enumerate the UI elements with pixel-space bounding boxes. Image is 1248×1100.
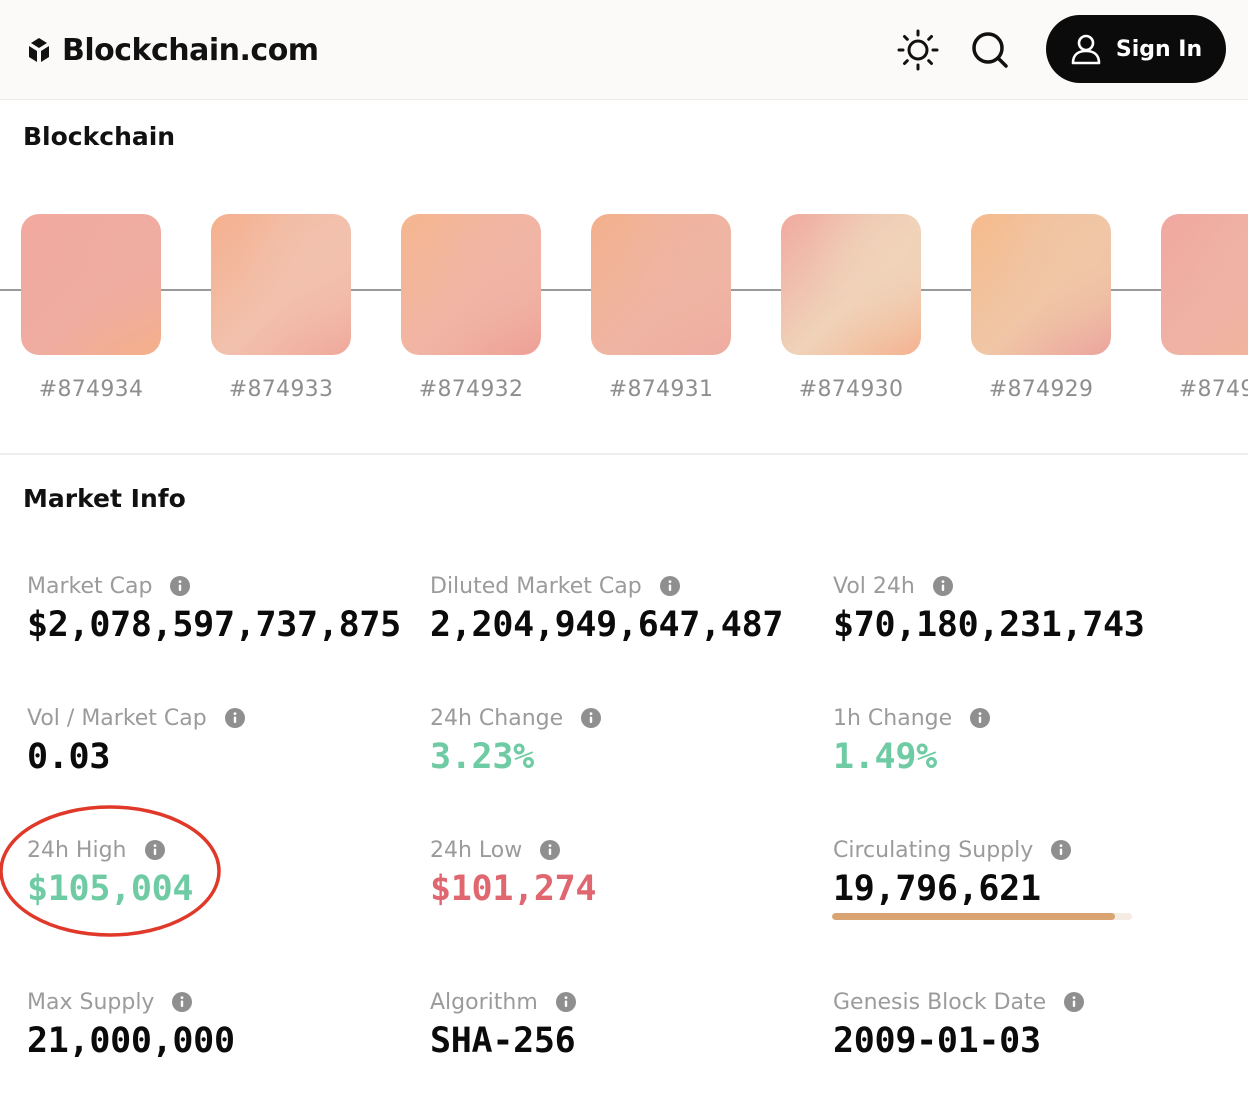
stat-value: $105,004 <box>27 869 194 909</box>
sign-in-label: Sign In <box>1115 36 1203 62</box>
search-button[interactable] <box>966 26 1014 74</box>
stat-label: Diluted Market Cap <box>430 573 642 599</box>
blockchain-section-title: Blockchain <box>23 122 176 151</box>
stat-value: $101,274 <box>430 869 597 909</box>
theme-toggle-button[interactable] <box>894 26 942 74</box>
block-tile[interactable] <box>211 214 351 355</box>
stat-24h-high: 24h High $105,004 <box>27 836 194 910</box>
top-header: Blockchain.com Sign In <box>0 0 1248 100</box>
stat-value: 2009-01-03 <box>833 1021 1041 1061</box>
stat-label: Vol 24h <box>833 573 915 599</box>
stat-label: 24h Change <box>430 705 564 731</box>
info-icon[interactable] <box>1064 992 1085 1012</box>
block-height-label[interactable]: #874929 <box>988 377 1094 402</box>
block-height-label[interactable]: #874932 <box>418 377 524 402</box>
stat-24h-low: 24h Low $101,274 <box>430 836 597 910</box>
sign-in-button[interactable]: Sign In <box>1046 15 1226 83</box>
stat-value: 3.23% <box>430 737 534 777</box>
block-height-label[interactable]: #874934 <box>38 377 144 402</box>
block-tile[interactable] <box>21 214 161 355</box>
block-height-label[interactable]: #874930 <box>798 377 904 402</box>
market-info-title: Market Info <box>23 484 186 513</box>
highlight-annotation-ellipse <box>0 805 221 937</box>
info-icon[interactable] <box>581 708 602 728</box>
block-tile[interactable] <box>401 214 541 355</box>
stat-vol-market-cap: Vol / Market Cap 0.03 <box>27 704 245 777</box>
stat-label: Circulating Supply <box>833 837 1034 863</box>
stat-value: 2,204,949,647,487 <box>430 605 784 645</box>
block-height-label[interactable]: #874928 <box>1178 377 1248 402</box>
supply-progress-fill <box>832 913 1115 920</box>
stat-label: Algorithm <box>430 989 538 1015</box>
info-icon[interactable] <box>932 576 953 596</box>
search-icon <box>972 32 1008 68</box>
info-icon[interactable] <box>224 708 245 728</box>
stat-value: 21,000,000 <box>27 1021 235 1061</box>
block-tile[interactable] <box>971 214 1111 355</box>
stat-value: $70,180,231,743 <box>833 605 1145 645</box>
stat-label: Market Cap <box>27 573 153 599</box>
block-tile[interactable] <box>781 214 921 355</box>
info-icon[interactable] <box>540 840 561 860</box>
info-icon[interactable] <box>659 576 680 596</box>
blockchain-logo-icon <box>29 38 49 62</box>
block-height-label[interactable]: #874931 <box>608 377 714 402</box>
stat-value: 0.03 <box>27 737 111 777</box>
stat-circulating-supply: Circulating Supply 19,796,621 <box>833 836 1072 909</box>
stat-value: SHA-256 <box>430 1021 576 1061</box>
stat-label: 24h Low <box>430 837 523 863</box>
info-icon[interactable] <box>172 992 193 1012</box>
stat-label: 1h Change <box>833 705 953 731</box>
user-icon <box>1071 34 1101 65</box>
stat-genesis-block-date: Genesis Block Date 2009-01-03 <box>833 988 1085 1061</box>
stat-label: Genesis Block Date <box>833 989 1047 1015</box>
info-icon[interactable] <box>970 708 991 728</box>
stat-value: 19,796,621 <box>833 869 1041 909</box>
block-height-label[interactable]: #874933 <box>228 377 334 402</box>
info-icon[interactable] <box>144 840 165 860</box>
stat-market-cap: Market Cap $2,078,597,737,875 <box>27 572 401 646</box>
block-tile[interactable] <box>591 214 731 355</box>
info-icon[interactable] <box>170 576 191 596</box>
stat-max-supply: Max Supply 21,000,000 <box>27 988 235 1062</box>
section-divider <box>0 453 1248 455</box>
info-icon[interactable] <box>555 992 576 1012</box>
stat-1h-change: 1h Change 1.49% <box>833 704 991 777</box>
stat-label: Max Supply <box>27 989 155 1015</box>
stat-value: 1.49% <box>833 737 937 777</box>
stat-diluted-market-cap: Diluted Market Cap 2,204,949,647,487 <box>430 572 784 646</box>
brand-name: Blockchain.com <box>62 32 319 68</box>
brand-logo-link[interactable]: Blockchain.com <box>24 28 319 72</box>
stat-label: 24h High <box>27 837 127 863</box>
stat-algorithm: Algorithm SHA-256 <box>430 988 576 1061</box>
block-carousel: #874934 #874933 #874932 #874931 #874930 #8749… <box>0 214 1248 414</box>
stat-24h-change: 24h Change 3.23% <box>430 704 602 777</box>
info-icon[interactable] <box>1051 840 1072 860</box>
sun-icon <box>897 29 939 71</box>
stat-value: $2,078,597,737,875 <box>27 605 401 645</box>
stat-label: Vol / Market Cap <box>27 705 207 731</box>
block-tile[interactable] <box>1161 214 1248 355</box>
stat-vol-24h: Vol 24h $70,180,231,743 <box>833 572 1145 646</box>
circulating-supply-progress-bar <box>832 913 1132 920</box>
